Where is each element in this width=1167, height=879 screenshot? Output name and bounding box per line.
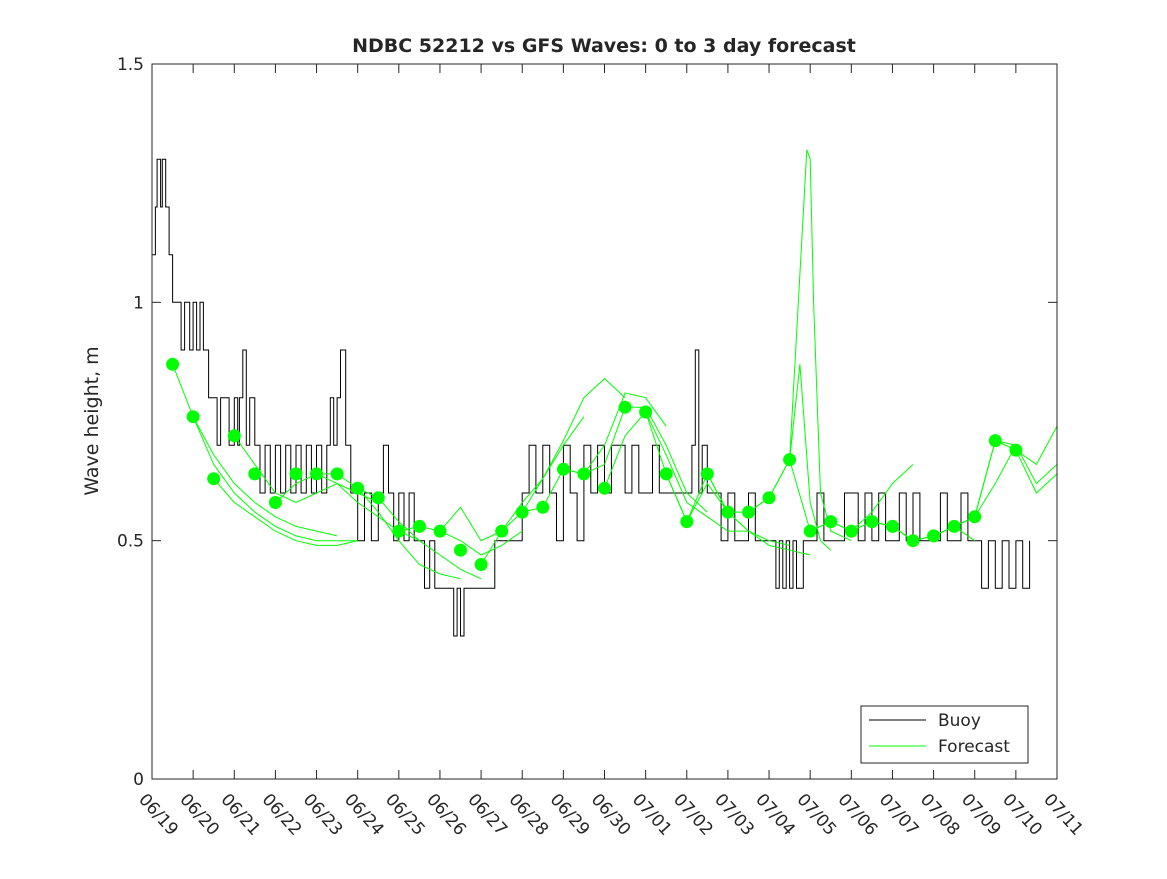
forecast-point (536, 500, 550, 514)
forecast-point (762, 491, 776, 505)
forecast-point (433, 524, 447, 538)
forecast-point (577, 467, 591, 481)
y-tick-label: 1 (133, 293, 144, 313)
forecast-point (659, 467, 673, 481)
forecast-series-line-1 (172, 364, 338, 537)
y-tick-label: 0 (133, 770, 144, 790)
forecast-series-line-3 (213, 478, 358, 546)
forecast-point (351, 481, 365, 495)
forecast-series-line-11 (522, 392, 667, 513)
forecast-point (906, 534, 920, 548)
forecast-point (268, 496, 282, 509)
forecast-point (310, 467, 323, 481)
forecast-point (742, 505, 755, 519)
forecast-point (454, 543, 467, 557)
legend-box (860, 705, 1029, 764)
forecast-point (392, 524, 406, 538)
forecast-series-line-2 (192, 416, 358, 542)
forecast-point (844, 524, 858, 538)
forecast-point (824, 515, 838, 529)
forecast-point (207, 472, 221, 486)
forecast-point (166, 357, 180, 371)
forecast-series-line-13 (604, 411, 749, 532)
legend-label-forecast: Forecast (938, 737, 1010, 757)
legend: Buoy Forecast (860, 705, 1029, 764)
legend-label-buoy: Buoy (938, 711, 981, 731)
chart-title: NDBC 52212 vs GFS Waves: 0 to 3 day fore… (352, 35, 856, 57)
y-tick-label: 0.5 (117, 532, 144, 552)
forecast-point (865, 515, 879, 529)
forecast-point (330, 467, 344, 481)
forecast-series-line-9 (439, 416, 585, 542)
forecast-point (227, 429, 241, 443)
forecast-point (783, 453, 797, 467)
forecast-series-line-24 (995, 426, 1058, 466)
forecast-point (186, 410, 200, 424)
forecast-point (803, 524, 817, 538)
buoy-series-line (152, 158, 1031, 637)
forecast-point (289, 467, 303, 481)
forecast-point (968, 510, 982, 524)
forecast-point (639, 405, 653, 419)
forecast-point (474, 558, 488, 571)
y-tick-label: 1.5 (117, 55, 144, 75)
forecast-point (556, 462, 570, 476)
forecast-point (248, 467, 262, 481)
forecast-point (721, 505, 735, 519)
forecast-point (927, 529, 941, 543)
forecast-point (598, 481, 611, 495)
forecast-point (1009, 443, 1023, 457)
forecast-point (988, 434, 1002, 448)
y-axis-label: Wave height, m (81, 346, 103, 495)
plot-area (152, 149, 1058, 637)
forecast-point (515, 505, 529, 519)
forecast-series-line-15 (665, 472, 811, 556)
forecast-point (700, 467, 714, 481)
forecast-point (886, 519, 899, 533)
forecast-point (618, 400, 632, 414)
forecast-point (495, 524, 509, 538)
forecast-point (412, 519, 426, 533)
forecast-point (371, 491, 385, 505)
forecast-point (680, 515, 694, 529)
forecast-point (947, 519, 961, 533)
